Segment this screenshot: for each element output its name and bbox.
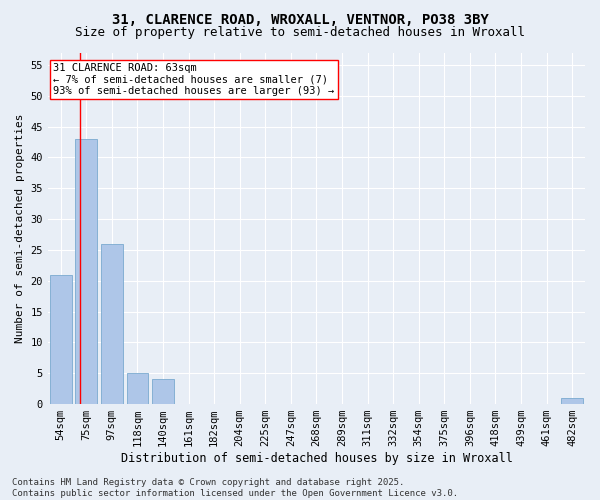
Bar xyxy=(50,274,71,404)
Bar xyxy=(152,380,174,404)
Bar xyxy=(562,398,583,404)
Bar xyxy=(127,373,148,404)
Text: 31 CLARENCE ROAD: 63sqm
← 7% of semi-detached houses are smaller (7)
93% of semi: 31 CLARENCE ROAD: 63sqm ← 7% of semi-det… xyxy=(53,63,335,96)
Bar xyxy=(101,244,123,404)
Text: 31, CLARENCE ROAD, WROXALL, VENTNOR, PO38 3BY: 31, CLARENCE ROAD, WROXALL, VENTNOR, PO3… xyxy=(112,12,488,26)
Text: Size of property relative to semi-detached houses in Wroxall: Size of property relative to semi-detach… xyxy=(75,26,525,39)
Y-axis label: Number of semi-detached properties: Number of semi-detached properties xyxy=(15,114,25,343)
Text: Contains HM Land Registry data © Crown copyright and database right 2025.
Contai: Contains HM Land Registry data © Crown c… xyxy=(12,478,458,498)
X-axis label: Distribution of semi-detached houses by size in Wroxall: Distribution of semi-detached houses by … xyxy=(121,452,512,465)
Bar xyxy=(76,139,97,404)
